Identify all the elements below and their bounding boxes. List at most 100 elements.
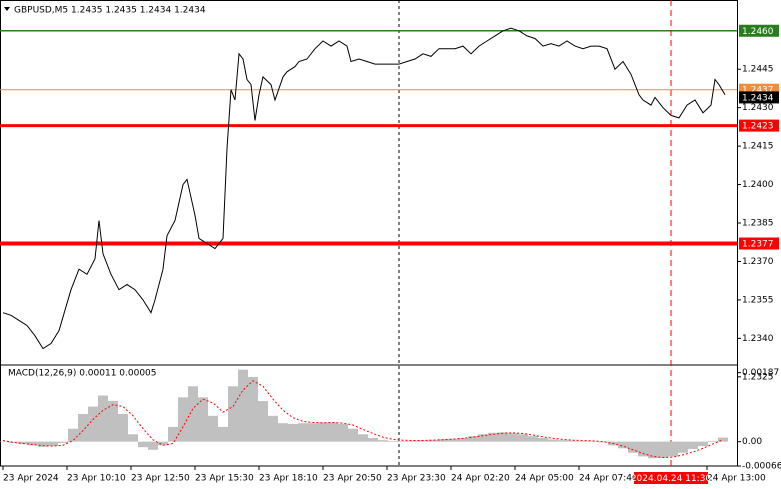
price-line <box>2 27 726 350</box>
histogram-bar <box>688 441 698 450</box>
level-label: 1.2377 <box>742 240 774 250</box>
histogram-bar <box>408 440 418 442</box>
x-tick-label: 23 Apr 18:10 <box>259 474 318 484</box>
histogram-bar <box>718 437 728 442</box>
chart-title: GBPUSD,M5 1.2435 1.2435 1.2434 1.2434 <box>14 6 206 16</box>
histogram-bar <box>488 432 498 442</box>
histogram-bar <box>708 440 718 442</box>
histogram-bar <box>458 437 468 442</box>
level-label: 1.2434 <box>742 93 774 103</box>
indicator-title: MACD(12,26,9) 0.00011 0.00005 <box>8 369 157 379</box>
y-tick-label: 0.00187 <box>742 368 779 378</box>
y-tick-label: 1.2400 <box>742 180 774 190</box>
histogram-bar <box>558 440 568 442</box>
histogram-bar <box>298 423 308 442</box>
level-box <box>739 119 779 132</box>
level-label: 1.2423 <box>742 122 774 132</box>
cursor-label-box <box>634 472 708 484</box>
level-label: 1.2437 <box>742 86 774 96</box>
histogram-bar <box>388 440 398 442</box>
histogram-bar <box>638 441 648 457</box>
histogram-bar <box>348 428 358 442</box>
histogram-bar <box>168 426 178 442</box>
histogram-bar <box>158 441 168 446</box>
histogram-bar <box>28 441 38 446</box>
histogram-bar <box>268 415 278 442</box>
histogram-bar <box>358 434 368 442</box>
histogram-bar <box>188 386 198 442</box>
histogram-bar <box>398 440 408 442</box>
x-tick-label: 23 Apr 2024 <box>3 474 59 484</box>
histogram-bar <box>538 437 548 442</box>
y-tick-label: 1.2430 <box>742 103 774 113</box>
histogram-bar <box>0 441 8 443</box>
histogram-bar <box>8 441 18 443</box>
histogram-bar <box>368 437 378 442</box>
histogram-bar <box>208 415 218 442</box>
menu-arrow <box>4 7 10 11</box>
histogram-bar <box>38 441 48 447</box>
y-tick-label: 1.2340 <box>742 334 774 344</box>
histogram-bar <box>198 397 208 442</box>
histogram-bar <box>58 441 68 444</box>
histogram-bar <box>148 441 158 450</box>
histogram-bar <box>318 422 328 442</box>
histogram-bar <box>88 406 98 442</box>
histogram-bar <box>448 438 458 442</box>
histogram-bar <box>438 439 448 442</box>
histogram-bar <box>78 413 88 442</box>
histogram-bar <box>128 434 138 442</box>
histogram-bar <box>218 426 228 442</box>
histogram-bar <box>228 386 238 442</box>
y-tick-label: 1.2370 <box>742 257 774 267</box>
x-tick-label: 23 Apr 20:50 <box>323 474 382 484</box>
y-tick-label: -0.00066 <box>742 462 781 472</box>
histogram-bar <box>108 401 118 442</box>
x-tick-label: 23 Apr 15:30 <box>195 474 254 484</box>
histogram-bar <box>568 440 578 442</box>
histogram-bar <box>288 423 298 442</box>
x-tick-label: 24 Apr 07:40 <box>579 474 638 484</box>
y-tick-label: 1.2325 <box>742 372 774 382</box>
histogram-bar <box>508 433 518 442</box>
histogram-bar <box>648 441 658 459</box>
histogram-bar <box>308 423 318 442</box>
histogram-bar <box>498 432 508 442</box>
y-tick-label: 1.2415 <box>742 142 774 152</box>
histogram-bar <box>378 440 388 442</box>
x-tick-label: 23 Apr 23:30 <box>387 474 446 484</box>
histogram-bar <box>238 369 248 442</box>
x-tick-label: 23 Apr 10:10 <box>67 474 126 484</box>
level-box <box>739 24 779 37</box>
histogram-bar <box>138 441 148 448</box>
histogram-bar <box>668 441 678 457</box>
histogram-bar <box>428 439 438 442</box>
y-tick-label: 1.2385 <box>742 219 774 229</box>
histogram-bar <box>68 428 78 442</box>
y-tick-label: 0.00 <box>742 437 762 447</box>
histogram-bar <box>478 434 488 442</box>
level-box <box>739 91 779 104</box>
histogram-bar <box>178 397 188 442</box>
histogram-bar <box>338 423 348 442</box>
histogram-bar <box>548 439 558 442</box>
x-tick-label: 24 Apr 05:00 <box>515 474 574 484</box>
level-box <box>739 237 779 250</box>
x-tick-label: 24 Apr 02:20 <box>451 474 510 484</box>
histogram-bar <box>278 423 288 442</box>
histogram-bar <box>628 441 638 453</box>
y-tick-label: 1.2355 <box>742 295 774 305</box>
histogram-bar <box>528 436 538 442</box>
histogram-bar <box>98 395 108 442</box>
histogram-bar <box>658 441 668 458</box>
histogram-bar <box>18 441 28 444</box>
histogram-bar <box>248 377 258 442</box>
histogram-bar <box>118 413 128 442</box>
cursor-label: 2024.04.24 11:30 <box>631 474 712 484</box>
histogram-bar <box>588 441 598 442</box>
histogram-bar <box>618 441 628 449</box>
histogram-bar <box>578 440 588 442</box>
x-tick-label: 23 Apr 12:50 <box>131 474 190 484</box>
